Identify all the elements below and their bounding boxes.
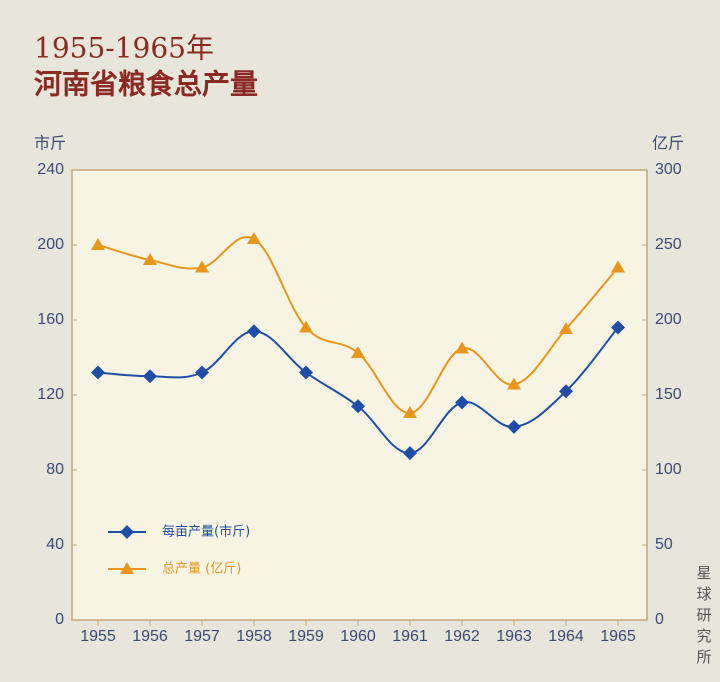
point (91, 238, 105, 250)
y2-tick-label: 200 (655, 311, 682, 328)
y-tick-label: 240 (37, 161, 64, 178)
x-tick-label: 1957 (184, 628, 220, 645)
watermark: 星球研究所 (695, 565, 713, 670)
point (143, 253, 157, 265)
chart-subtitle: 河南省粮食总产量 (34, 68, 258, 101)
x-tick-label: 1955 (80, 628, 116, 645)
y-tick-label: 200 (37, 236, 64, 253)
chart-title: 1955-1965年 (34, 32, 214, 65)
x-tick-label: 1964 (548, 628, 584, 645)
y2-tick-label: 150 (655, 386, 682, 403)
point (611, 320, 625, 335)
point (195, 365, 209, 380)
point (507, 419, 521, 434)
x-tick-label: 1965 (600, 628, 636, 645)
x-tick-label: 1962 (444, 628, 480, 645)
x-tick-label: 1960 (340, 628, 376, 645)
point (403, 446, 417, 461)
y2-tick-label: 250 (655, 236, 682, 253)
y-tick-label: 160 (37, 311, 64, 328)
point (559, 384, 573, 399)
y2-tick-label: 300 (655, 161, 682, 178)
point (120, 562, 134, 574)
y-tick-label: 80 (46, 461, 64, 478)
point (143, 369, 157, 384)
point (91, 365, 105, 380)
point (299, 320, 313, 333)
y2-axis-label: 亿斤 (652, 134, 684, 153)
y2-tick-label: 0 (655, 611, 664, 628)
legend-label: 每亩产量(市斤) (162, 524, 250, 540)
point (247, 232, 261, 244)
point (559, 322, 573, 334)
y2-tick-label: 50 (655, 536, 673, 553)
point (455, 395, 469, 410)
plot-area (71, 169, 648, 621)
x-tick-label: 1956 (132, 628, 168, 645)
x-tick-label: 1958 (236, 628, 272, 645)
y-axis-label: 市斤 (34, 134, 66, 153)
y-tick-label: 120 (37, 386, 64, 403)
legend-label: 总产量 (亿斤) (162, 562, 241, 577)
y-tick-label: 0 (55, 611, 64, 628)
point (299, 365, 313, 380)
x-tick-label: 1961 (392, 628, 428, 645)
y-tick-label: 40 (46, 536, 64, 553)
point (403, 406, 417, 418)
point (507, 377, 521, 390)
point (247, 324, 261, 339)
x-tick-label: 1959 (288, 628, 324, 645)
y2-tick-label: 100 (655, 461, 682, 478)
point (195, 260, 209, 273)
point (351, 346, 365, 358)
line (97, 326, 619, 455)
point (611, 260, 625, 273)
point (120, 525, 134, 539)
point (351, 399, 365, 414)
x-tick-label: 1963 (496, 628, 532, 645)
point (455, 341, 469, 354)
